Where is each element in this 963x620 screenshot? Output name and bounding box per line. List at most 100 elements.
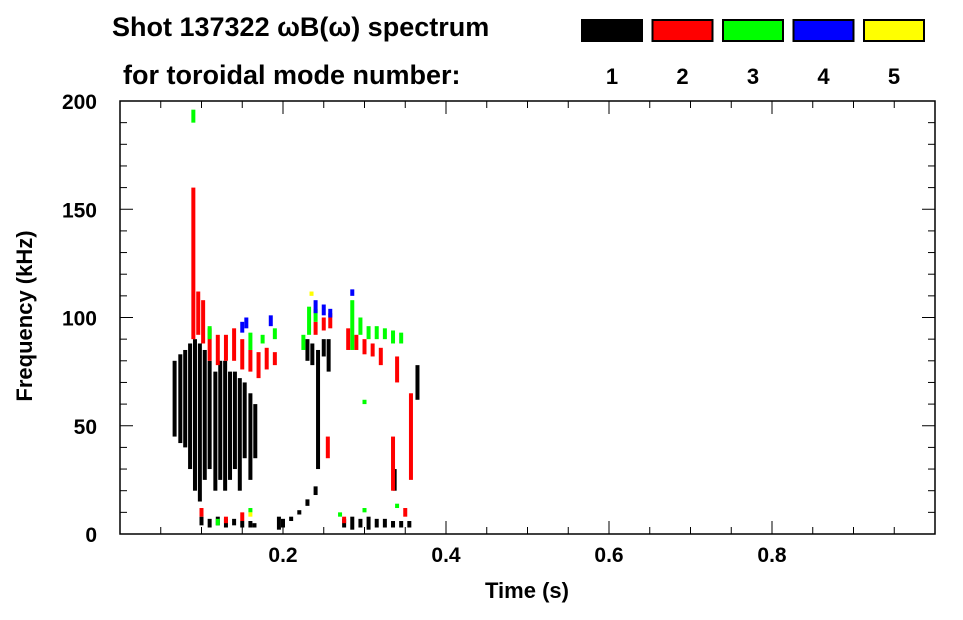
- spectrum-mark-mode-3: [248, 332, 253, 350]
- legend-label-mode-2: 2: [676, 64, 688, 89]
- spectrum-mark-mode-1: [276, 516, 281, 530]
- spectrum-mark-mode-2: [240, 339, 245, 370]
- spectrum-mark-mode-4: [240, 321, 245, 333]
- spectrum-mark-mode-1: [223, 360, 228, 491]
- spectrum-mark-mode-3: [338, 512, 343, 517]
- spectrum-mark-mode-2: [248, 349, 253, 372]
- spectrum-mark-mode-3: [362, 399, 367, 405]
- spectrum-mark-mode-2: [196, 291, 201, 335]
- spectrum-mark-mode-1: [382, 518, 387, 528]
- spectrum-mark-mode-2: [207, 328, 212, 361]
- plot-frame: [119, 100, 936, 535]
- spectrum-mark-mode-4: [328, 308, 333, 318]
- spectrum-mark-mode-2: [272, 352, 277, 366]
- spectrum-mark-mode-1: [207, 518, 212, 528]
- spectrum-mark-mode-3: [382, 328, 387, 340]
- spectrum-mark-mode-1: [374, 518, 379, 528]
- spectrum-mark-mode-2: [240, 512, 245, 522]
- spectrum-mark-mode-1: [297, 510, 302, 515]
- spectrum-mark-mode-3: [207, 326, 212, 340]
- spectrum-mark-mode-1: [350, 516, 355, 530]
- spectrum-mark-mode-3: [350, 300, 355, 350]
- spectrum-mark-mode-3: [272, 328, 277, 340]
- spectrum-mark-mode-2: [191, 187, 196, 340]
- spectrum-mark-mode-1: [228, 371, 233, 480]
- spectrum-mark-mode-1: [237, 378, 242, 491]
- spectrum-mark-mode-4: [268, 315, 273, 327]
- legend-label-mode-4: 4: [817, 64, 830, 89]
- legend-swatch-mode-1: [581, 19, 643, 42]
- legend-swatch-mode-3: [722, 19, 784, 42]
- spectrum-mark-mode-2: [346, 328, 351, 350]
- spectrum-mark-mode-1: [183, 349, 188, 448]
- spectrum-mark-mode-1: [316, 349, 321, 470]
- x-tick-label: 0.6: [594, 544, 623, 567]
- y-axis-label: Frequency (kHz): [12, 230, 37, 401]
- spectrum-mark-mode-1: [197, 343, 202, 502]
- y-tick-label: 200: [62, 91, 97, 114]
- spectrum-mark-mode-1: [358, 518, 363, 528]
- spectrum-mark-mode-3: [399, 332, 404, 344]
- y-tick-label: 100: [62, 308, 97, 331]
- spectrum-mark-mode-2: [321, 317, 326, 331]
- spectrum-mark-mode-1: [248, 521, 253, 528]
- spectrum-mark-mode-1: [172, 360, 177, 437]
- spectrum-mark-mode-4: [244, 317, 249, 329]
- spectrum-mark-mode-3: [374, 326, 379, 340]
- legend-label-mode-3: 3: [747, 64, 759, 89]
- x-tick-label: 0.2: [268, 544, 297, 567]
- spectrum-mark-mode-2: [256, 352, 261, 379]
- spectrum-mark-mode-2: [395, 356, 400, 383]
- spectrum-mark-mode-3: [395, 503, 400, 509]
- spectrum-mark-mode-1: [326, 339, 331, 372]
- spectrum-mark-mode-1: [252, 523, 257, 528]
- spectrum-mark-mode-1: [407, 521, 412, 528]
- spectrum-mark-mode-1: [415, 365, 420, 400]
- spectrum-mark-mode-3: [301, 334, 306, 350]
- spectrum-mark-mode-3: [215, 518, 220, 526]
- spectrum-mark-mode-2: [223, 334, 228, 361]
- spectrum-mark-mode-1: [232, 371, 237, 470]
- spectrum-mark-mode-1: [199, 516, 204, 526]
- spectrum-mark-mode-1: [240, 521, 245, 528]
- spectrum-mark-mode-1: [321, 339, 326, 357]
- chart-title: Shot 137322 ωB(ω) spectrum: [112, 12, 489, 42]
- spectrum-mark-mode-4: [313, 300, 318, 314]
- spectrum-mark-mode-3: [191, 109, 196, 123]
- spectrum-mark-mode-1: [188, 343, 193, 470]
- spectrum-mark-mode-3: [313, 308, 318, 322]
- legend-swatch-mode-5: [863, 19, 925, 42]
- spectrum-mark-mode-2: [325, 436, 330, 459]
- spectrum-mark-mode-2: [215, 334, 220, 366]
- x-axis-label: Time (s): [485, 578, 569, 603]
- spectrum-mark-mode-2: [408, 393, 413, 480]
- legend-swatch-mode-4: [792, 19, 855, 42]
- plot-area: 0.2 0.4 0.6 0.8 0 50 100 150 200: [62, 91, 936, 567]
- spectrum-mark-mode-1: [253, 404, 258, 459]
- spectrum-mark-mode-1: [391, 521, 396, 528]
- spectrum-mark-mode-2: [342, 516, 347, 524]
- spectrum-mark-mode-1: [305, 339, 310, 361]
- spectrum-mark-mode-1: [178, 354, 183, 444]
- spectrum-mark-mode-1: [310, 343, 315, 366]
- spectrum-mark-mode-2: [264, 347, 269, 370]
- spectrum-mark-mode-2: [223, 516, 228, 524]
- spectrum-mark-mode-1: [202, 349, 207, 480]
- spectrum-mark-mode-1: [213, 371, 218, 491]
- spectrum-mark-mode-1: [366, 516, 371, 530]
- spectrum-mark-mode-1: [232, 518, 237, 526]
- spectrum-mark-mode-1: [305, 499, 310, 506]
- spectrum-mark-mode-3: [366, 326, 371, 340]
- y-tick-label: 0: [85, 524, 97, 547]
- spectrum-mark-mode-1: [313, 486, 318, 496]
- spectrum-mark-mode-2: [201, 300, 206, 344]
- spectrum-mark-mode-2: [354, 334, 359, 350]
- spectrum-mark-mode-2: [391, 436, 396, 491]
- spectrum-mark-mode-1: [218, 360, 223, 480]
- spectrum-mark-mode-2: [328, 313, 333, 329]
- spectrum-mark-mode-2: [370, 343, 375, 357]
- spectrum-mark-mode-3: [358, 317, 363, 335]
- spectrum-mark-mode-3: [391, 330, 396, 344]
- legend-label-mode-1: 1: [606, 64, 618, 89]
